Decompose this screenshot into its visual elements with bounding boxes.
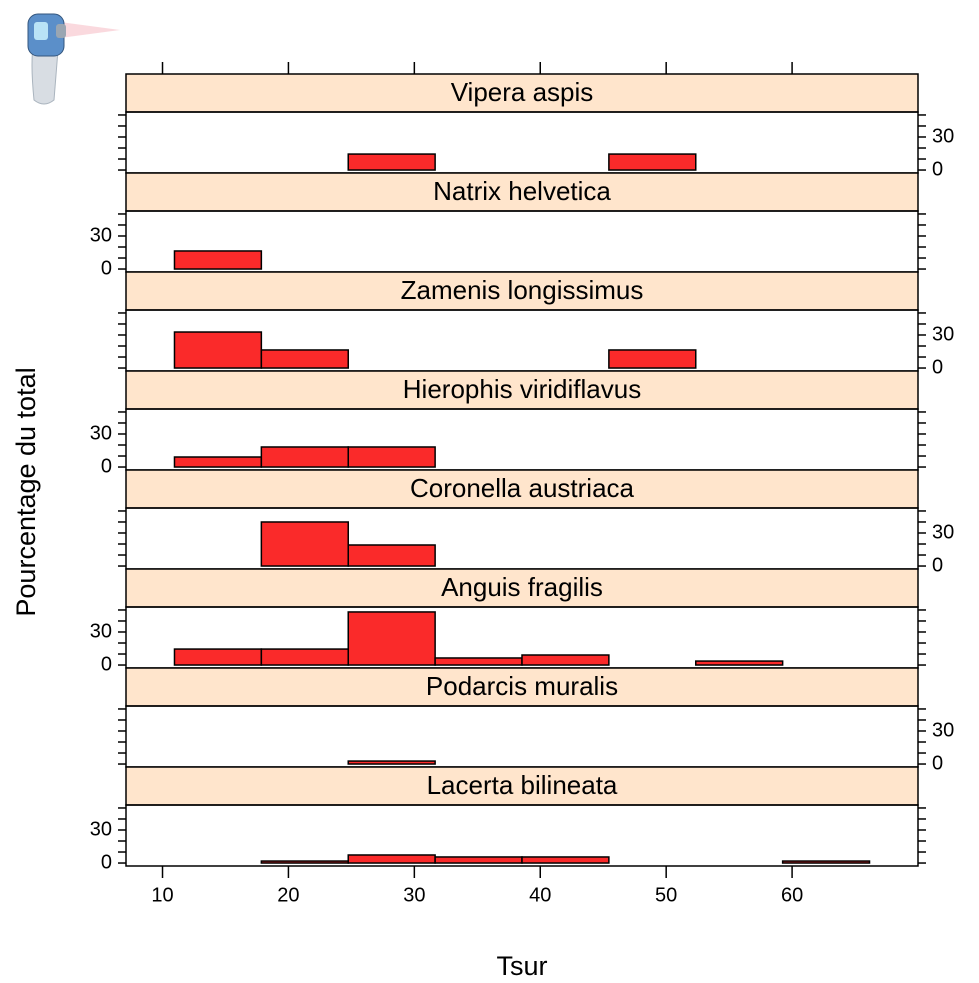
bar	[260, 349, 349, 369]
x-tick-label: 30	[403, 884, 425, 906]
x-tick-label: 10	[151, 884, 173, 906]
bar	[347, 611, 436, 666]
strip	[125, 766, 919, 806]
panel-frame	[125, 111, 919, 174]
y-tick-label: 30	[932, 719, 954, 741]
bar	[608, 153, 697, 171]
y-tick-label: 30	[932, 125, 954, 147]
bar	[347, 760, 436, 765]
panel-frame	[125, 804, 919, 867]
bar	[173, 331, 263, 369]
bar	[608, 349, 697, 369]
strip-title: Natrix helvetica	[433, 176, 611, 206]
x-tick-label: 60	[781, 884, 803, 906]
y-tick-label: 0	[932, 752, 943, 774]
strip	[125, 667, 919, 707]
bar	[347, 854, 436, 864]
strip-title: Lacerta bilineata	[427, 770, 618, 800]
bar	[260, 860, 349, 864]
strip	[125, 568, 919, 608]
strip-title: Podarcis muralis	[426, 671, 618, 701]
thermometer-icon	[27, 13, 120, 105]
strip-title: Zamenis longissimus	[401, 275, 644, 305]
bar	[434, 856, 523, 864]
bar	[347, 153, 436, 171]
x-tick-label: 20	[277, 884, 299, 906]
bar	[173, 456, 263, 468]
y-tick-label: 0	[932, 356, 943, 378]
bar	[781, 860, 871, 864]
x-tick-label: 50	[655, 884, 677, 906]
y-tick-label: 0	[101, 257, 112, 279]
x-tick-label: 40	[529, 884, 551, 906]
y-tick-label: 0	[932, 554, 943, 576]
bar	[173, 648, 263, 666]
strip-title: Vipera aspis	[451, 77, 594, 107]
bar	[260, 521, 349, 567]
strip	[125, 469, 919, 509]
strip-title: Hierophis viridiflavus	[403, 374, 641, 404]
strip	[125, 73, 919, 113]
x-axis-title: Tsur	[496, 951, 547, 981]
bar	[260, 446, 349, 468]
bar	[521, 856, 610, 864]
bar	[521, 654, 610, 666]
y-tick-label: 30	[90, 620, 112, 642]
bar	[173, 250, 263, 270]
bar	[347, 446, 436, 468]
strip-title: Coronella austriaca	[410, 473, 635, 503]
bar	[347, 544, 436, 567]
y-tick-label: 30	[932, 323, 954, 345]
bar	[695, 660, 784, 666]
y-tick-label: 30	[932, 521, 954, 543]
bar	[434, 657, 523, 666]
panel-frame	[125, 705, 919, 768]
bar	[260, 648, 349, 666]
y-tick-label: 0	[932, 158, 943, 180]
y-tick-label: 0	[101, 653, 112, 675]
y-tick-label: 0	[101, 455, 112, 477]
strip-title: Anguis fragilis	[441, 572, 603, 602]
panel-frame	[125, 507, 919, 570]
y-axis-title: Pourcentage du total	[11, 367, 41, 616]
strip	[125, 271, 919, 311]
y-tick-label: 30	[90, 422, 112, 444]
strip	[125, 172, 919, 212]
y-tick-label: 30	[90, 224, 112, 246]
strip	[125, 370, 919, 410]
y-tick-label: 0	[101, 851, 112, 873]
y-tick-label: 30	[90, 818, 112, 840]
